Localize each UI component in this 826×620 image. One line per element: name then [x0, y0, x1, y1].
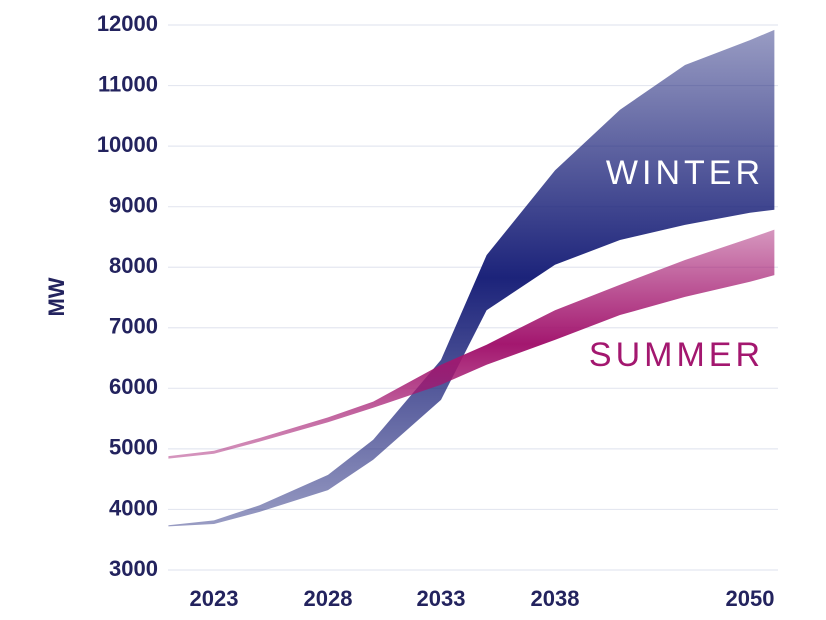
y-tick-label: 10000 — [97, 132, 158, 157]
band-area — [168, 29, 775, 527]
y-tick-label: 11000 — [98, 71, 158, 96]
y-tick-label: 5000 — [109, 435, 158, 460]
y-tick-label: 9000 — [109, 192, 158, 217]
x-tick-label: 2023 — [190, 586, 239, 611]
series-label: SUMMER — [589, 336, 764, 374]
x-tick-label: 2038 — [531, 586, 580, 611]
y-tick-label: 7000 — [109, 314, 158, 339]
y-tick-label: 8000 — [109, 253, 158, 278]
y-tick-label: 4000 — [109, 495, 158, 520]
x-tick-label: 2028 — [304, 586, 353, 611]
y-tick-label: 12000 — [97, 11, 158, 36]
y-tick-label: 6000 — [109, 374, 158, 399]
series-label: WINTER — [606, 154, 764, 192]
x-tick-label: 2033 — [417, 586, 466, 611]
x-tick-label: 2050 — [726, 586, 775, 611]
band-area — [168, 229, 775, 459]
y-axis-label: MW — [44, 277, 69, 316]
y-tick-label: 3000 — [109, 556, 158, 581]
